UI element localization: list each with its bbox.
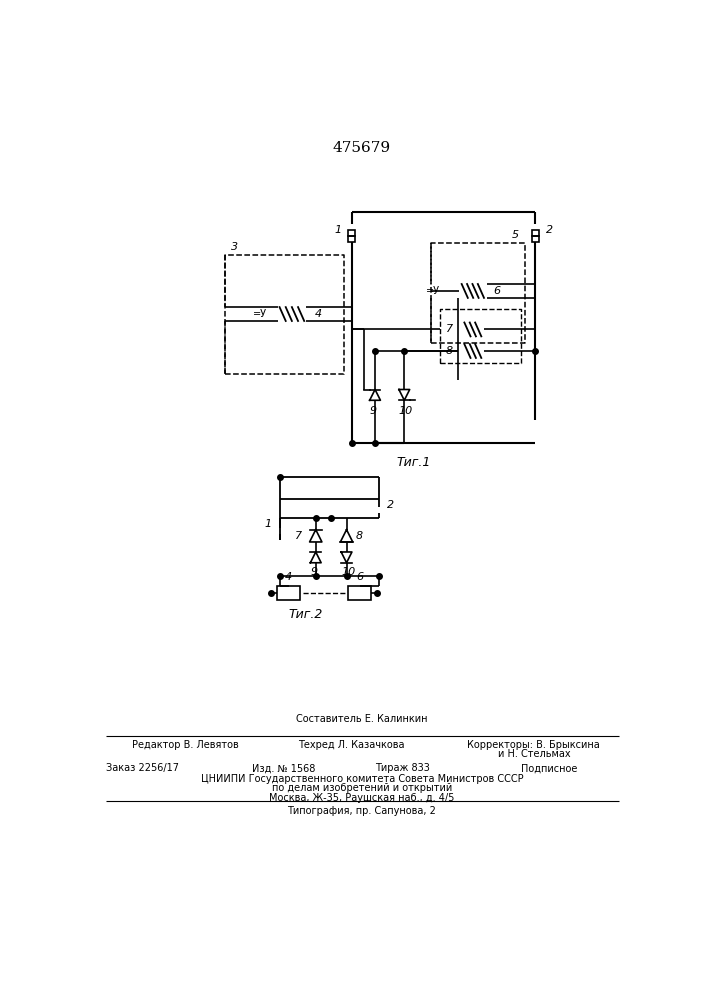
Text: 3: 3 [231,242,238,252]
Text: 9: 9 [310,567,317,577]
Text: Τиг.1: Τиг.1 [397,456,431,469]
Text: ЦНИИПИ Государственного комитета Совета Министров СССР: ЦНИИПИ Государственного комитета Совета … [201,774,523,784]
Text: Составитель Е. Калинкин: Составитель Е. Калинкин [296,714,428,724]
Text: Типография, пр. Сапунова, 2: Типография, пр. Сапунова, 2 [288,806,436,816]
Text: Корректоры: В. Брыксина: Корректоры: В. Брыксина [467,740,600,750]
Text: 7: 7 [295,531,302,541]
Text: 8: 8 [445,346,452,356]
Bar [349,230,356,236]
Text: 1: 1 [264,519,271,529]
Text: Изд. № 1568: Изд. № 1568 [252,763,315,773]
Text: Редактор В. Левятов: Редактор В. Левятов [132,740,239,750]
Bar [532,230,539,236]
Bar [349,236,356,242]
Bar [277,586,300,600]
Text: 1: 1 [334,225,341,235]
Text: и Н. Стельмах: и Н. Стельмах [498,749,571,759]
Text: Тираж 833: Тираж 833 [375,763,430,773]
Text: Подписное: Подписное [521,763,578,773]
Text: 10: 10 [341,567,355,577]
Text: 9: 9 [370,406,377,416]
Text: =У: =У [252,309,267,319]
Text: 2: 2 [387,500,394,510]
Text: 6: 6 [493,286,500,296]
Text: Τиг.2: Τиг.2 [288,608,323,621]
Text: 8: 8 [356,531,363,541]
Text: =У: =У [426,286,440,296]
Text: по делам изобретений и открытий: по делам изобретений и открытий [271,783,452,793]
Text: 475679: 475679 [333,141,391,155]
Text: 6: 6 [356,572,363,582]
Text: 4: 4 [315,309,322,319]
Bar [532,236,539,242]
Text: Техред Л. Казачкова: Техред Л. Казачкова [298,740,404,750]
Text: 7: 7 [445,324,452,334]
Bar [348,586,371,600]
Text: 4: 4 [285,572,293,582]
Text: Москва, Ж-35, Раушская наб., д. 4/5: Москва, Ж-35, Раушская наб., д. 4/5 [269,793,455,803]
Text: 2: 2 [546,225,553,235]
Text: 5: 5 [511,230,518,240]
Text: Заказ 2256/17: Заказ 2256/17 [105,763,179,773]
Text: 10: 10 [399,406,413,416]
